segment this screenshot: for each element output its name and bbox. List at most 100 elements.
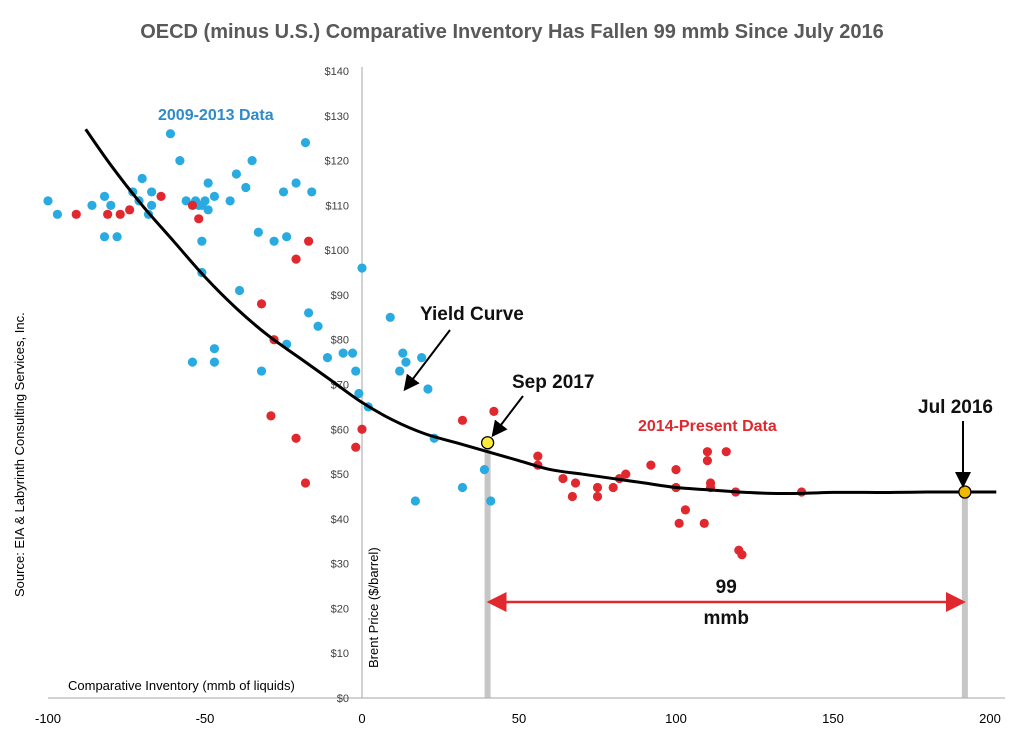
data-point-2009-2013 (269, 236, 279, 246)
data-point-2009-2013 (457, 482, 468, 493)
data-point-2014-present (674, 518, 684, 528)
data-point-2009-2013 (209, 357, 220, 367)
data-point-2014-present (291, 433, 301, 443)
y-tick-label: $20 (331, 603, 349, 615)
data-point-2014-present (702, 447, 713, 457)
data-point-2009-2013 (175, 155, 185, 166)
axes (48, 67, 1005, 699)
data-point-2014-present (567, 491, 577, 502)
y-tick-label: $50 (331, 469, 349, 481)
data-point-2014-present (721, 447, 731, 457)
data-point-2009-2013 (291, 178, 301, 188)
data-point-2014-present (103, 209, 113, 219)
y-tick-label: $90 (331, 290, 349, 302)
data-point-2014-present (291, 254, 301, 264)
y-tick-label: $10 (331, 648, 349, 660)
data-point-2009-2013 (87, 200, 97, 210)
data-point-2014-present (256, 299, 267, 309)
sep-2017-arrow (491, 395, 524, 438)
data-point-2014-present (351, 442, 361, 452)
data-point-2014-present (592, 491, 603, 502)
data-point-2014-present (680, 505, 691, 515)
y-tick-label: $140 (325, 66, 349, 78)
sep-2017-annotation: Sep 2017 (512, 372, 594, 393)
y-axis-label: Brent Price ($/barrel) (366, 547, 381, 668)
data-point-2009-2013 (278, 187, 289, 197)
y-tick-label: $60 (331, 424, 349, 436)
data-point-2014-present (558, 473, 568, 484)
yield-curve-line (84, 128, 997, 495)
data-point-2009-2013 (401, 357, 411, 367)
data-point-2009-2013 (99, 191, 110, 201)
x-tick-label: 150 (822, 711, 844, 726)
data-point-2009-2013 (338, 348, 348, 358)
data-point-2009-2013 (417, 353, 427, 363)
data-point-2009-2013 (385, 312, 395, 322)
source-label: Source: EIA & Labyrinth Consulting Servi… (12, 312, 27, 597)
data-point-2014-present (592, 482, 603, 493)
data-point-2014-present (156, 191, 166, 201)
gap-unit-label: mmb (704, 608, 749, 629)
data-point-2009-2013 (354, 388, 364, 399)
data-point-2014-present (646, 460, 656, 470)
data-point-2014-present (71, 209, 81, 219)
y-tick-label: $110 (325, 200, 349, 212)
data-point-2009-2013 (304, 308, 314, 318)
data-point-2014-present (608, 482, 618, 493)
yield-curve-arrow (403, 329, 451, 392)
highlighted-point (480, 436, 495, 450)
data-point-2014-present (570, 478, 581, 488)
data-point-2009-2013 (398, 348, 408, 358)
data-point-2009-2013 (225, 196, 235, 206)
data-point-2009-2013 (423, 384, 433, 394)
data-point-2014-present (266, 411, 276, 421)
data-point-2009-2013 (112, 232, 122, 242)
data-point-2009-2013 (52, 209, 63, 219)
data-point-2009-2013 (410, 496, 420, 506)
data-point-2014-present (533, 451, 543, 461)
data-point-2009-2013 (282, 232, 292, 242)
data-point-2014-present (187, 200, 198, 210)
x-tick-labels: -100 -50 0 50 100 150 200 (35, 711, 1001, 726)
data-point-2014-present (621, 469, 631, 479)
series-2014-present-label: 2014-Present Data (638, 418, 777, 435)
data-point-2009-2013 (197, 236, 207, 246)
data-point-2014-present (737, 550, 747, 560)
data-point-2014-present (357, 424, 367, 434)
guide-lines (484, 448, 968, 698)
y-tick-label: $30 (331, 559, 349, 571)
x-tick-label: -100 (35, 711, 61, 726)
series-2009-2013-points (43, 129, 496, 506)
data-point-2014-present (699, 518, 709, 528)
data-point-2009-2013 (99, 232, 110, 242)
x-axis-label: Comparative Inventory (mmb of liquids) (68, 678, 295, 693)
y-tick-label: $80 (331, 335, 349, 347)
highlighted-point (958, 485, 972, 499)
x-tick-label: 50 (512, 711, 526, 726)
data-point-2014-present (457, 415, 468, 425)
data-point-2009-2013 (137, 173, 147, 184)
data-point-2009-2013 (147, 200, 157, 210)
x-tick-label: 200 (979, 711, 1001, 726)
data-point-2014-present (671, 464, 681, 475)
data-point-2014-present (300, 478, 311, 488)
data-point-2009-2013 (256, 366, 267, 376)
data-point-2009-2013 (231, 169, 241, 179)
data-point-2009-2013 (253, 227, 263, 237)
data-point-2009-2013 (479, 464, 490, 475)
data-point-2009-2013 (165, 129, 176, 139)
data-point-2009-2013 (203, 205, 213, 215)
data-point-2009-2013 (200, 196, 210, 206)
data-point-2009-2013 (247, 155, 257, 166)
series-2009-2013-label: 2009-2013 Data (158, 107, 274, 124)
jul-2016-annotation: Jul 2016 (918, 397, 993, 418)
x-tick-label: 0 (358, 711, 365, 726)
data-point-2009-2013 (209, 344, 220, 354)
data-point-2009-2013 (187, 357, 198, 367)
highlighted-points (480, 436, 972, 499)
data-point-2014-present (194, 214, 204, 224)
data-point-2009-2013 (241, 182, 251, 193)
y-tick-label: $0 (337, 693, 349, 705)
